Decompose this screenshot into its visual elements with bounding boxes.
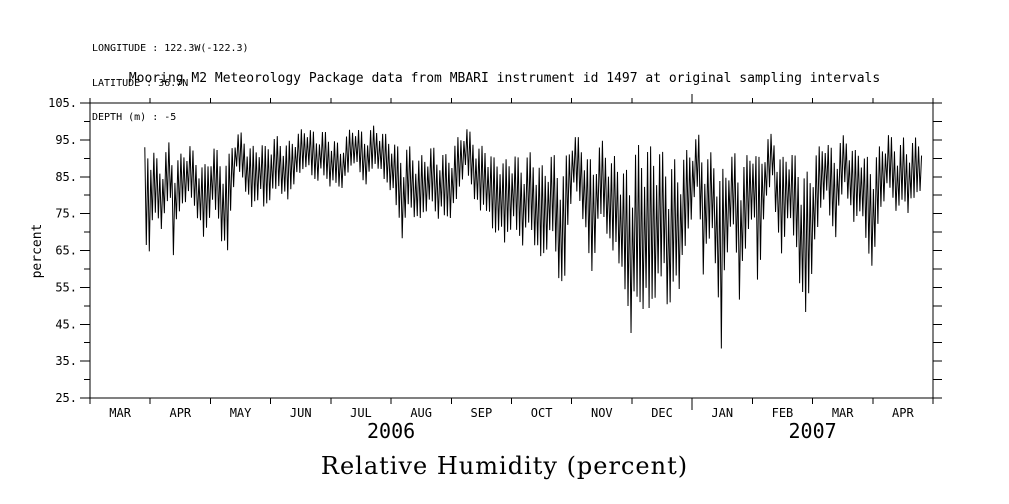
figure-caption: Relative Humidity (percent) <box>320 452 689 480</box>
year-label: 2007 <box>788 419 836 443</box>
y-tick-label: 85. <box>55 170 77 184</box>
depth-label: DEPTH (m) : -5 <box>92 112 177 123</box>
month-label: APR <box>892 406 914 420</box>
year-label: 2006 <box>367 419 415 443</box>
month-label: JAN <box>711 406 733 420</box>
plot-title: Mooring M2 Meteorology Package data from… <box>128 71 881 86</box>
y-tick-label: 35. <box>55 354 77 368</box>
month-label: MAY <box>230 406 252 420</box>
month-label: APR <box>169 406 191 420</box>
month-label: NOV <box>591 406 613 420</box>
y-tick-label: 75. <box>55 207 77 221</box>
y-tick-label: 55. <box>55 280 77 294</box>
month-label: DEC <box>651 406 673 420</box>
month-label: AUG <box>410 406 432 420</box>
longitude-label: LONGITUDE : 122.3W(-122.3) <box>92 43 249 54</box>
y-tick-label: 45. <box>55 317 77 331</box>
month-label: SEP <box>471 406 493 420</box>
humidity-series <box>144 125 923 349</box>
month-label: OCT <box>531 406 553 420</box>
month-label: JUL <box>350 406 372 420</box>
latitude-label: LATITUDE : 36.7N <box>92 77 189 89</box>
metadata-block: LONGITUDE : 122.3W(-122.3) LATITUDE : 36… <box>92 20 249 147</box>
y-tick-label: 105. <box>48 96 77 110</box>
y-tick-label: 25. <box>55 391 77 405</box>
month-label: JUN <box>290 406 312 420</box>
y-tick-label: 65. <box>55 244 77 258</box>
month-label: MAR <box>832 406 854 420</box>
month-label: MAR <box>109 406 131 420</box>
y-tick-label: 95. <box>55 133 77 147</box>
month-label: FEB <box>772 406 794 420</box>
